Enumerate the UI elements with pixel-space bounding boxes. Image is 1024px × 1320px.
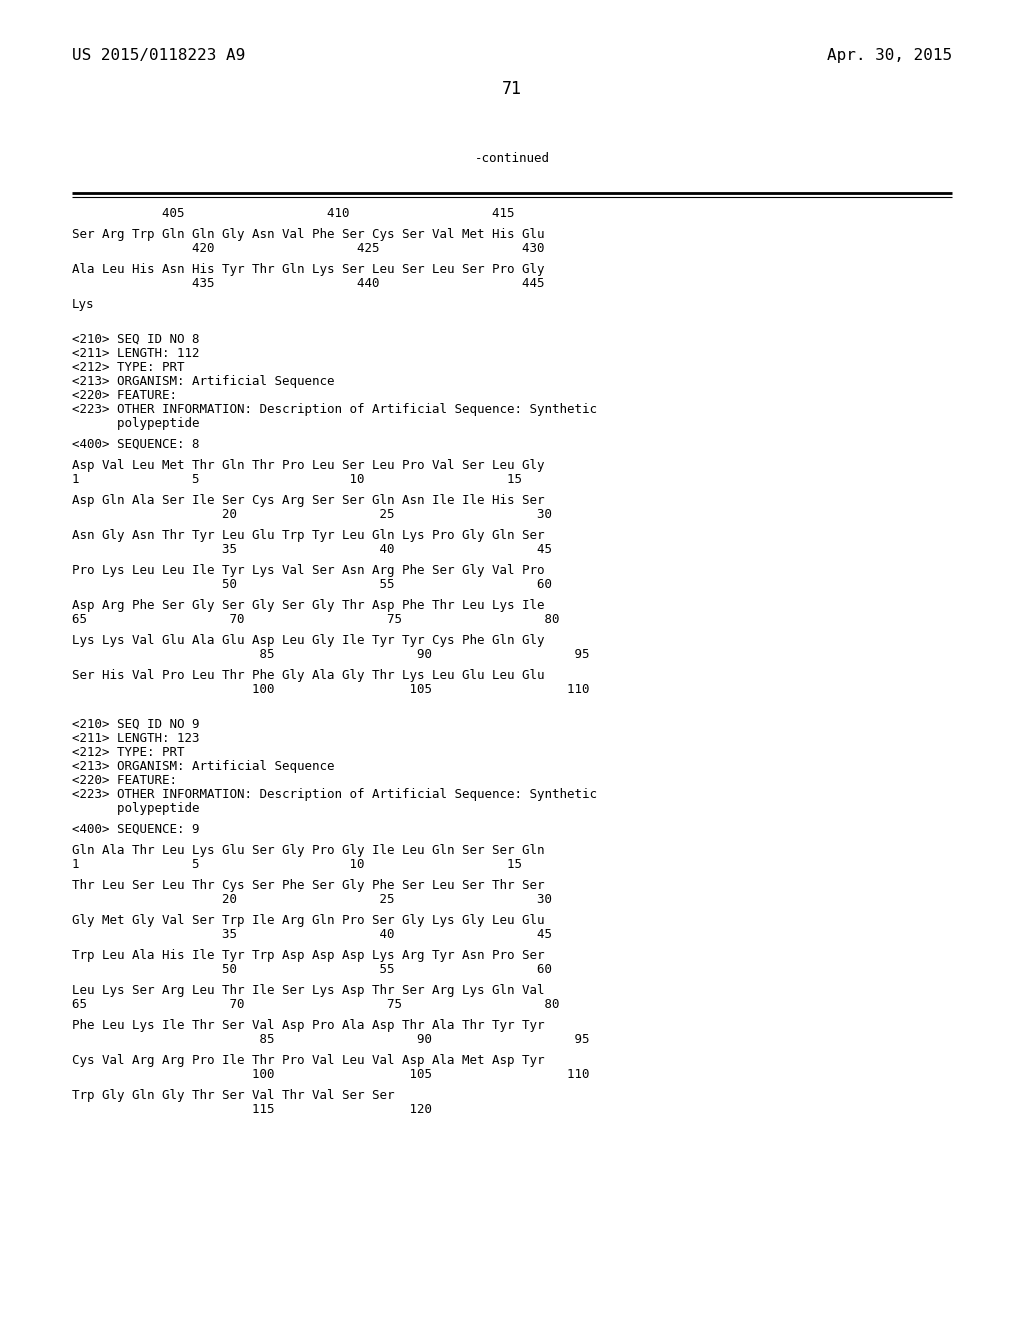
Text: Leu Lys Ser Arg Leu Thr Ile Ser Lys Asp Thr Ser Arg Lys Gln Val: Leu Lys Ser Arg Leu Thr Ile Ser Lys Asp …	[72, 983, 545, 997]
Text: Pro Lys Leu Leu Ile Tyr Lys Val Ser Asn Arg Phe Ser Gly Val Pro: Pro Lys Leu Leu Ile Tyr Lys Val Ser Asn …	[72, 564, 545, 577]
Text: Thr Leu Ser Leu Thr Cys Ser Phe Ser Gly Phe Ser Leu Ser Thr Ser: Thr Leu Ser Leu Thr Cys Ser Phe Ser Gly …	[72, 879, 545, 892]
Text: -continued: -continued	[474, 152, 550, 165]
Text: <212> TYPE: PRT: <212> TYPE: PRT	[72, 746, 184, 759]
Text: Cys Val Arg Arg Pro Ile Thr Pro Val Leu Val Asp Ala Met Asp Tyr: Cys Val Arg Arg Pro Ile Thr Pro Val Leu …	[72, 1053, 545, 1067]
Text: 35                   40                   45: 35 40 45	[72, 928, 552, 941]
Text: 65                   70                   75                   80: 65 70 75 80	[72, 612, 559, 626]
Text: 71: 71	[502, 81, 522, 98]
Text: Ser His Val Pro Leu Thr Phe Gly Ala Gly Thr Lys Leu Glu Leu Glu: Ser His Val Pro Leu Thr Phe Gly Ala Gly …	[72, 669, 545, 682]
Text: <223> OTHER INFORMATION: Description of Artificial Sequence: Synthetic: <223> OTHER INFORMATION: Description of …	[72, 403, 597, 416]
Text: <223> OTHER INFORMATION: Description of Artificial Sequence: Synthetic: <223> OTHER INFORMATION: Description of …	[72, 788, 597, 801]
Text: 20                   25                   30: 20 25 30	[72, 508, 552, 521]
Text: 85                   90                   95: 85 90 95	[72, 648, 590, 661]
Text: 20                   25                   30: 20 25 30	[72, 894, 552, 906]
Text: 100                  105                  110: 100 105 110	[72, 1068, 590, 1081]
Text: 420                   425                   430: 420 425 430	[72, 242, 545, 255]
Text: Asn Gly Asn Thr Tyr Leu Glu Trp Tyr Leu Gln Lys Pro Gly Gln Ser: Asn Gly Asn Thr Tyr Leu Glu Trp Tyr Leu …	[72, 529, 545, 543]
Text: <213> ORGANISM: Artificial Sequence: <213> ORGANISM: Artificial Sequence	[72, 760, 335, 774]
Text: <213> ORGANISM: Artificial Sequence: <213> ORGANISM: Artificial Sequence	[72, 375, 335, 388]
Text: US 2015/0118223 A9: US 2015/0118223 A9	[72, 48, 246, 63]
Text: 1               5                    10                   15: 1 5 10 15	[72, 473, 522, 486]
Text: Phe Leu Lys Ile Thr Ser Val Asp Pro Ala Asp Thr Ala Thr Tyr Tyr: Phe Leu Lys Ile Thr Ser Val Asp Pro Ala …	[72, 1019, 545, 1032]
Text: <400> SEQUENCE: 9: <400> SEQUENCE: 9	[72, 822, 200, 836]
Text: 435                   440                   445: 435 440 445	[72, 277, 545, 290]
Text: <210> SEQ ID NO 8: <210> SEQ ID NO 8	[72, 333, 200, 346]
Text: 85                   90                   95: 85 90 95	[72, 1034, 590, 1045]
Text: 115                  120: 115 120	[72, 1104, 432, 1115]
Text: 1               5                    10                   15: 1 5 10 15	[72, 858, 522, 871]
Text: <220> FEATURE:: <220> FEATURE:	[72, 389, 177, 403]
Text: 35                   40                   45: 35 40 45	[72, 543, 552, 556]
Text: <212> TYPE: PRT: <212> TYPE: PRT	[72, 360, 184, 374]
Text: 50                   55                   60: 50 55 60	[72, 964, 552, 975]
Text: Ala Leu His Asn His Tyr Thr Gln Lys Ser Leu Ser Leu Ser Pro Gly: Ala Leu His Asn His Tyr Thr Gln Lys Ser …	[72, 263, 545, 276]
Text: Asp Val Leu Met Thr Gln Thr Pro Leu Ser Leu Pro Val Ser Leu Gly: Asp Val Leu Met Thr Gln Thr Pro Leu Ser …	[72, 459, 545, 473]
Text: Gln Ala Thr Leu Lys Glu Ser Gly Pro Gly Ile Leu Gln Ser Ser Gln: Gln Ala Thr Leu Lys Glu Ser Gly Pro Gly …	[72, 843, 545, 857]
Text: polypeptide: polypeptide	[72, 803, 200, 814]
Text: Trp Leu Ala His Ile Tyr Trp Asp Asp Asp Lys Arg Tyr Asn Pro Ser: Trp Leu Ala His Ile Tyr Trp Asp Asp Asp …	[72, 949, 545, 962]
Text: Ser Arg Trp Gln Gln Gly Asn Val Phe Ser Cys Ser Val Met His Glu: Ser Arg Trp Gln Gln Gly Asn Val Phe Ser …	[72, 228, 545, 242]
Text: 65                   70                   75                   80: 65 70 75 80	[72, 998, 559, 1011]
Text: 50                   55                   60: 50 55 60	[72, 578, 552, 591]
Text: Lys Lys Val Glu Ala Glu Asp Leu Gly Ile Tyr Tyr Cys Phe Gln Gly: Lys Lys Val Glu Ala Glu Asp Leu Gly Ile …	[72, 634, 545, 647]
Text: Asp Gln Ala Ser Ile Ser Cys Arg Ser Ser Gln Asn Ile Ile His Ser: Asp Gln Ala Ser Ile Ser Cys Arg Ser Ser …	[72, 494, 545, 507]
Text: Gly Met Gly Val Ser Trp Ile Arg Gln Pro Ser Gly Lys Gly Leu Glu: Gly Met Gly Val Ser Trp Ile Arg Gln Pro …	[72, 913, 545, 927]
Text: Asp Arg Phe Ser Gly Ser Gly Ser Gly Thr Asp Phe Thr Leu Lys Ile: Asp Arg Phe Ser Gly Ser Gly Ser Gly Thr …	[72, 599, 545, 612]
Text: <210> SEQ ID NO 9: <210> SEQ ID NO 9	[72, 718, 200, 731]
Text: Trp Gly Gln Gly Thr Ser Val Thr Val Ser Ser: Trp Gly Gln Gly Thr Ser Val Thr Val Ser …	[72, 1089, 394, 1102]
Text: polypeptide: polypeptide	[72, 417, 200, 430]
Text: <211> LENGTH: 123: <211> LENGTH: 123	[72, 733, 200, 744]
Text: <220> FEATURE:: <220> FEATURE:	[72, 774, 177, 787]
Text: Lys: Lys	[72, 298, 94, 312]
Text: <211> LENGTH: 112: <211> LENGTH: 112	[72, 347, 200, 360]
Text: 405                   410                   415: 405 410 415	[72, 207, 514, 220]
Text: 100                  105                  110: 100 105 110	[72, 682, 590, 696]
Text: <400> SEQUENCE: 8: <400> SEQUENCE: 8	[72, 438, 200, 451]
Text: Apr. 30, 2015: Apr. 30, 2015	[826, 48, 952, 63]
